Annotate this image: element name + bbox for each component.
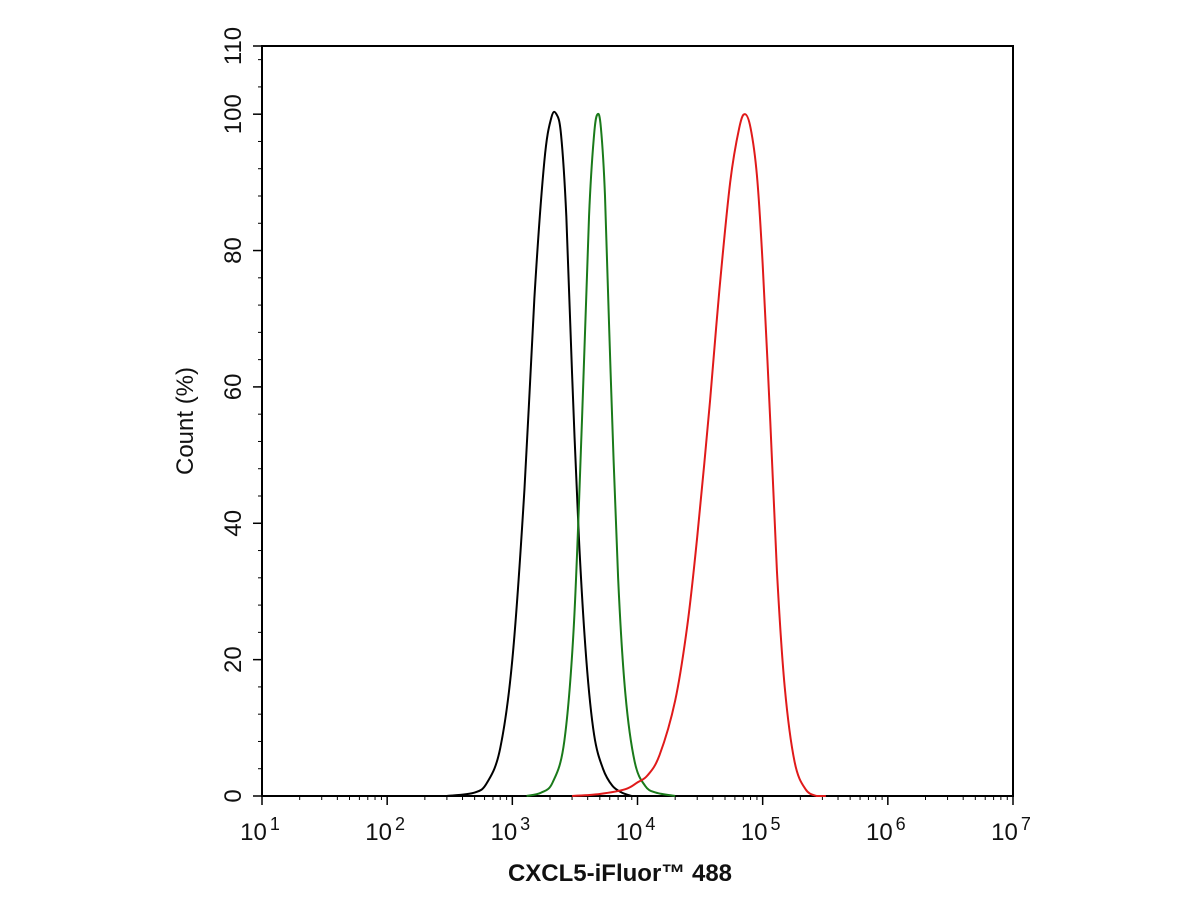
- x-tick-label: 10 5: [741, 814, 781, 846]
- x-tick-exponent: 2: [395, 814, 405, 834]
- x-tick-base: 10: [616, 819, 643, 846]
- x-tick-base: 10: [490, 819, 517, 846]
- x-tick-exponent: 6: [896, 814, 906, 834]
- x-tick-label: 10 2: [365, 814, 405, 846]
- x-tick-label: 10 1: [240, 814, 280, 846]
- y-tick-label: 0: [220, 789, 247, 802]
- x-tick-exponent: 5: [771, 814, 781, 834]
- x-tick-exponent: 3: [520, 814, 530, 834]
- x-axis-title: CXCL5-iFluor™ 488: [508, 860, 732, 887]
- x-tick-base: 10: [240, 819, 267, 846]
- x-axis-ticks: 10 1 10 2 10 3 10 4 10 5 10 6 10 7: [240, 796, 1031, 846]
- x-tick-label: 10 4: [616, 814, 656, 846]
- y-tick-label: 100: [220, 94, 247, 134]
- series-line-2: [526, 112, 676, 797]
- x-tick-label: 10 3: [490, 814, 530, 846]
- x-tick-base: 10: [741, 819, 768, 846]
- plot-frame: [261, 45, 1014, 797]
- y-tick-label: 40: [220, 510, 247, 537]
- series-line-3: [571, 113, 826, 797]
- x-tick-base: 10: [365, 819, 392, 846]
- x-tick-base: 10: [866, 819, 893, 846]
- y-tick-label: 110: [220, 27, 247, 65]
- y-tick-label: 20: [220, 646, 247, 673]
- y-axis-title: Count (%): [172, 367, 199, 475]
- x-tick-exponent: 1: [270, 814, 280, 834]
- x-tick-label: 10 6: [866, 814, 906, 846]
- x-tick-label: 10 7: [991, 814, 1031, 846]
- y-tick-label: 60: [220, 374, 247, 401]
- series-group: [446, 110, 826, 797]
- y-axis-ticks: 0 20 40 60 80 100 110: [220, 27, 262, 803]
- x-tick-exponent: 4: [645, 814, 655, 834]
- y-tick-label: 80: [220, 237, 247, 264]
- x-tick-base: 10: [991, 819, 1018, 846]
- series-line-1: [446, 110, 633, 797]
- x-tick-exponent: 7: [1021, 814, 1031, 834]
